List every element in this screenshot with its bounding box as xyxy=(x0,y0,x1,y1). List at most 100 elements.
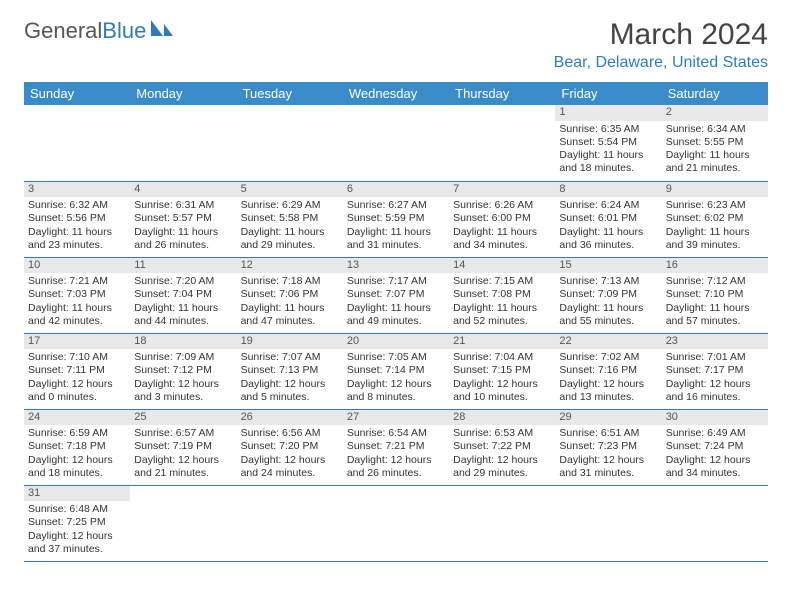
day-content: Sunrise: 7:20 AMSunset: 7:04 PMDaylight:… xyxy=(134,275,232,328)
dayname: Friday xyxy=(555,82,661,105)
day-number: 4 xyxy=(130,182,236,198)
sunset-line: Sunset: 5:58 PM xyxy=(241,212,339,225)
sunrise-line: Sunrise: 6:35 AM xyxy=(559,123,657,136)
calendar-week-row: 31Sunrise: 6:48 AMSunset: 7:25 PMDayligh… xyxy=(24,485,768,561)
logo: GeneralBlue xyxy=(24,18,175,44)
daylight-line: Daylight: 12 hours and 37 minutes. xyxy=(28,530,126,556)
day-content: Sunrise: 6:34 AMSunset: 5:55 PMDaylight:… xyxy=(666,123,764,176)
day-content: Sunrise: 7:12 AMSunset: 7:10 PMDaylight:… xyxy=(666,275,764,328)
calendar-cell xyxy=(555,485,661,561)
day-content: Sunrise: 7:04 AMSunset: 7:15 PMDaylight:… xyxy=(453,351,551,404)
sunrise-line: Sunrise: 6:59 AM xyxy=(28,427,126,440)
day-number: 7 xyxy=(449,182,555,198)
daylight-line: Daylight: 11 hours and 47 minutes. xyxy=(241,302,339,328)
day-number: 18 xyxy=(130,334,236,350)
calendar-cell: 21Sunrise: 7:04 AMSunset: 7:15 PMDayligh… xyxy=(449,333,555,409)
sunset-line: Sunset: 7:25 PM xyxy=(28,516,126,529)
day-content: Sunrise: 6:56 AMSunset: 7:20 PMDaylight:… xyxy=(241,427,339,480)
calendar-cell: 5Sunrise: 6:29 AMSunset: 5:58 PMDaylight… xyxy=(237,181,343,257)
calendar-week-row: 3Sunrise: 6:32 AMSunset: 5:56 PMDaylight… xyxy=(24,181,768,257)
day-number: 14 xyxy=(449,258,555,274)
sunset-line: Sunset: 5:55 PM xyxy=(666,136,764,149)
sunset-line: Sunset: 7:21 PM xyxy=(347,440,445,453)
sunrise-line: Sunrise: 6:23 AM xyxy=(666,199,764,212)
calendar-cell: 25Sunrise: 6:57 AMSunset: 7:19 PMDayligh… xyxy=(130,409,236,485)
day-content: Sunrise: 6:29 AMSunset: 5:58 PMDaylight:… xyxy=(241,199,339,252)
calendar-cell: 6Sunrise: 6:27 AMSunset: 5:59 PMDaylight… xyxy=(343,181,449,257)
day-number: 19 xyxy=(237,334,343,350)
day-content: Sunrise: 7:10 AMSunset: 7:11 PMDaylight:… xyxy=(28,351,126,404)
daylight-line: Daylight: 12 hours and 10 minutes. xyxy=(453,378,551,404)
sunset-line: Sunset: 6:01 PM xyxy=(559,212,657,225)
sunset-line: Sunset: 6:02 PM xyxy=(666,212,764,225)
day-number: 25 xyxy=(130,410,236,426)
calendar-cell: 24Sunrise: 6:59 AMSunset: 7:18 PMDayligh… xyxy=(24,409,130,485)
day-number: 31 xyxy=(24,486,130,502)
calendar-cell: 31Sunrise: 6:48 AMSunset: 7:25 PMDayligh… xyxy=(24,485,130,561)
calendar-week-row: 17Sunrise: 7:10 AMSunset: 7:11 PMDayligh… xyxy=(24,333,768,409)
calendar-table: Sunday Monday Tuesday Wednesday Thursday… xyxy=(24,82,768,562)
calendar-cell xyxy=(449,105,555,181)
sunrise-line: Sunrise: 6:57 AM xyxy=(134,427,232,440)
sunrise-line: Sunrise: 7:10 AM xyxy=(28,351,126,364)
dayname: Wednesday xyxy=(343,82,449,105)
dayname: Saturday xyxy=(662,82,768,105)
dayname: Thursday xyxy=(449,82,555,105)
calendar-week-row: 1Sunrise: 6:35 AMSunset: 5:54 PMDaylight… xyxy=(24,105,768,181)
day-content: Sunrise: 6:24 AMSunset: 6:01 PMDaylight:… xyxy=(559,199,657,252)
daylight-line: Daylight: 11 hours and 44 minutes. xyxy=(134,302,232,328)
sunrise-line: Sunrise: 6:48 AM xyxy=(28,503,126,516)
day-number: 17 xyxy=(24,334,130,350)
sunset-line: Sunset: 7:12 PM xyxy=(134,364,232,377)
daylight-line: Daylight: 11 hours and 42 minutes. xyxy=(28,302,126,328)
calendar-cell: 14Sunrise: 7:15 AMSunset: 7:08 PMDayligh… xyxy=(449,257,555,333)
daylight-line: Daylight: 12 hours and 24 minutes. xyxy=(241,454,339,480)
daylight-line: Daylight: 11 hours and 36 minutes. xyxy=(559,226,657,252)
calendar-cell: 1Sunrise: 6:35 AMSunset: 5:54 PMDaylight… xyxy=(555,105,661,181)
sail-icon xyxy=(149,18,175,44)
calendar-cell xyxy=(343,485,449,561)
calendar-cell: 30Sunrise: 6:49 AMSunset: 7:24 PMDayligh… xyxy=(662,409,768,485)
sunrise-line: Sunrise: 6:53 AM xyxy=(453,427,551,440)
sunset-line: Sunset: 7:17 PM xyxy=(666,364,764,377)
sunrise-line: Sunrise: 7:09 AM xyxy=(134,351,232,364)
sunset-line: Sunset: 7:16 PM xyxy=(559,364,657,377)
sunrise-line: Sunrise: 6:32 AM xyxy=(28,199,126,212)
calendar-cell: 18Sunrise: 7:09 AMSunset: 7:12 PMDayligh… xyxy=(130,333,236,409)
sunset-line: Sunset: 7:08 PM xyxy=(453,288,551,301)
daylight-line: Daylight: 11 hours and 39 minutes. xyxy=(666,226,764,252)
sunrise-line: Sunrise: 7:21 AM xyxy=(28,275,126,288)
calendar-cell: 8Sunrise: 6:24 AMSunset: 6:01 PMDaylight… xyxy=(555,181,661,257)
month-title: March 2024 xyxy=(554,18,768,52)
daylight-line: Daylight: 12 hours and 18 minutes. xyxy=(28,454,126,480)
sunrise-line: Sunrise: 7:17 AM xyxy=(347,275,445,288)
header: GeneralBlue March 2024 Bear, Delaware, U… xyxy=(24,18,768,72)
sunset-line: Sunset: 7:23 PM xyxy=(559,440,657,453)
daylight-line: Daylight: 12 hours and 31 minutes. xyxy=(559,454,657,480)
day-content: Sunrise: 7:13 AMSunset: 7:09 PMDaylight:… xyxy=(559,275,657,328)
sunset-line: Sunset: 7:18 PM xyxy=(28,440,126,453)
calendar-cell: 28Sunrise: 6:53 AMSunset: 7:22 PMDayligh… xyxy=(449,409,555,485)
calendar-cell: 11Sunrise: 7:20 AMSunset: 7:04 PMDayligh… xyxy=(130,257,236,333)
day-content: Sunrise: 6:53 AMSunset: 7:22 PMDaylight:… xyxy=(453,427,551,480)
day-content: Sunrise: 6:32 AMSunset: 5:56 PMDaylight:… xyxy=(28,199,126,252)
day-content: Sunrise: 6:26 AMSunset: 6:00 PMDaylight:… xyxy=(453,199,551,252)
sunset-line: Sunset: 7:11 PM xyxy=(28,364,126,377)
sunrise-line: Sunrise: 6:24 AM xyxy=(559,199,657,212)
calendar-cell: 27Sunrise: 6:54 AMSunset: 7:21 PMDayligh… xyxy=(343,409,449,485)
day-content: Sunrise: 7:02 AMSunset: 7:16 PMDaylight:… xyxy=(559,351,657,404)
daylight-line: Daylight: 11 hours and 29 minutes. xyxy=(241,226,339,252)
sunrise-line: Sunrise: 6:34 AM xyxy=(666,123,764,136)
sunset-line: Sunset: 6:00 PM xyxy=(453,212,551,225)
calendar-cell: 19Sunrise: 7:07 AMSunset: 7:13 PMDayligh… xyxy=(237,333,343,409)
calendar-cell: 16Sunrise: 7:12 AMSunset: 7:10 PMDayligh… xyxy=(662,257,768,333)
sunrise-line: Sunrise: 7:15 AM xyxy=(453,275,551,288)
daylight-line: Daylight: 11 hours and 23 minutes. xyxy=(28,226,126,252)
day-content: Sunrise: 6:59 AMSunset: 7:18 PMDaylight:… xyxy=(28,427,126,480)
daylight-line: Daylight: 11 hours and 18 minutes. xyxy=(559,149,657,175)
calendar-cell: 29Sunrise: 6:51 AMSunset: 7:23 PMDayligh… xyxy=(555,409,661,485)
day-content: Sunrise: 7:21 AMSunset: 7:03 PMDaylight:… xyxy=(28,275,126,328)
day-number: 8 xyxy=(555,182,661,198)
day-content: Sunrise: 6:57 AMSunset: 7:19 PMDaylight:… xyxy=(134,427,232,480)
dayname-row: Sunday Monday Tuesday Wednesday Thursday… xyxy=(24,82,768,105)
